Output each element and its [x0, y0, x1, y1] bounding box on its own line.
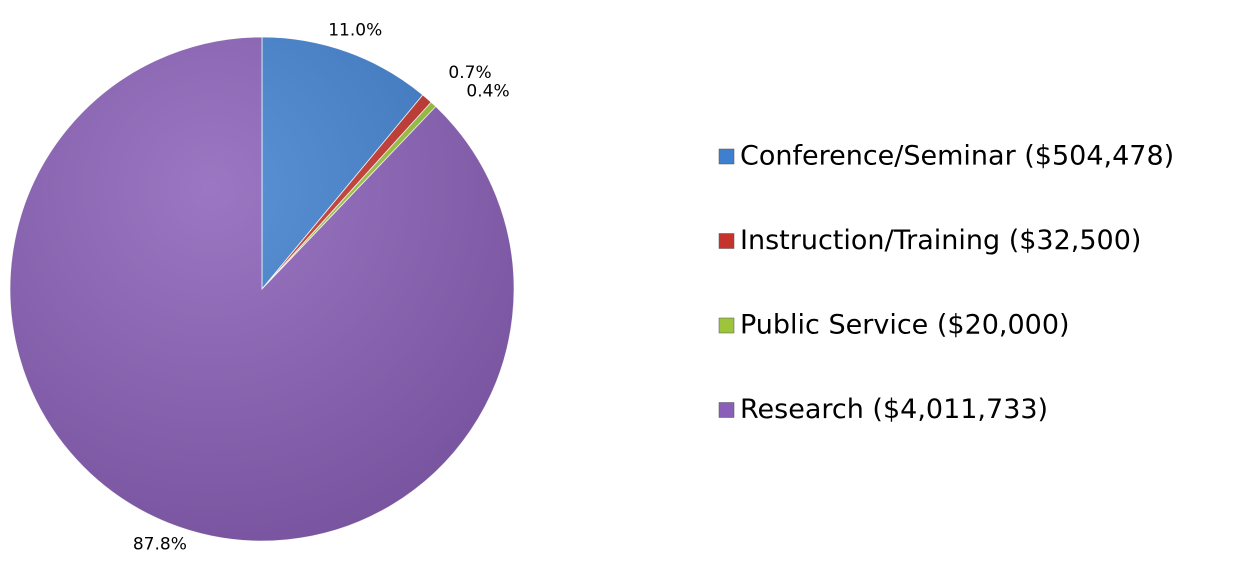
legend-label: Public Service ($20,000): [740, 310, 1070, 341]
legend-swatch: [718, 148, 735, 165]
legend-label: Research ($4,011,733): [740, 394, 1048, 425]
data-label: 0.4%: [466, 82, 509, 102]
legend-swatch: [718, 233, 735, 249]
data-label: 0.7%: [448, 63, 491, 83]
pie-slice: [9, 36, 515, 542]
legend-swatch: [718, 317, 735, 334]
pie: [9, 36, 515, 542]
data-label: 11.0%: [328, 20, 382, 40]
data-label: 87.8%: [133, 534, 187, 554]
legend-label: Instruction/Training ($32,500): [740, 225, 1141, 256]
legend-swatch: [718, 402, 735, 418]
legend-label: Conference/Seminar ($504,478): [740, 141, 1174, 172]
